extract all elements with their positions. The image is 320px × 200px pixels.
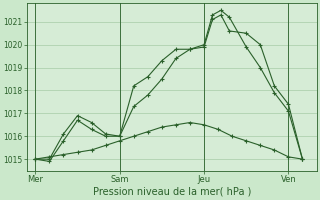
X-axis label: Pression niveau de la mer( hPa ): Pression niveau de la mer( hPa ) <box>92 187 251 197</box>
